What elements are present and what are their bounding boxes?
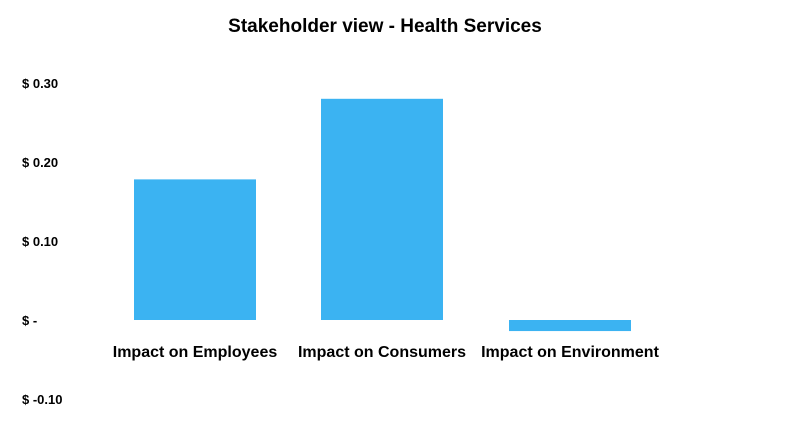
bar-impact-on-employees xyxy=(134,179,256,320)
y-tick-label: $ 0.20 xyxy=(22,155,58,170)
category-label: Impact on Consumers xyxy=(298,344,466,361)
y-tick-label: $ 0.30 xyxy=(22,76,58,91)
bar-impact-on-environment xyxy=(509,320,631,332)
category-label: Impact on Environment xyxy=(481,344,659,361)
category-labels: Impact on Employees Impact on Consumers Im… xyxy=(113,344,660,361)
chart-title: Stakeholder view - Health Services xyxy=(228,16,542,37)
y-tick-label: $ - xyxy=(22,313,37,328)
y-axis-ticks: $ 0.30 $ 0.20 $ 0.10 $ - $ -0.10 xyxy=(22,76,62,407)
y-tick-label: $ 0.10 xyxy=(22,234,58,249)
y-tick-label: $ -0.10 xyxy=(22,392,62,407)
category-label: Impact on Employees xyxy=(113,344,278,361)
bar-impact-on-consumers xyxy=(321,98,443,320)
bars xyxy=(134,98,631,332)
